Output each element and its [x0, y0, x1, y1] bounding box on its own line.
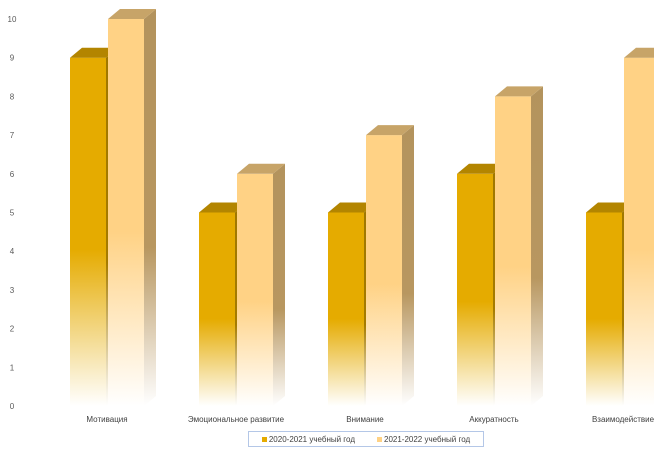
legend-label-series-2: 2021-2022 учебный год [384, 434, 471, 444]
bar-front [366, 135, 402, 406]
bar-side [273, 163, 285, 406]
y-tick-label: 9 [10, 54, 15, 63]
bar-top [624, 47, 654, 58]
bar-top [237, 163, 285, 174]
bar-top [199, 202, 247, 213]
legend-item-series-2: 2021-2022 учебный год [377, 435, 470, 444]
bar [237, 163, 285, 406]
y-tick-label: 8 [10, 92, 15, 101]
bar-front [457, 173, 493, 406]
legend-swatch-series-2 [377, 436, 382, 442]
bar-top [586, 202, 634, 213]
bar-front [237, 173, 273, 406]
bar-front [328, 212, 364, 406]
x-tick-label: Эмоциональное развитие [188, 415, 285, 424]
bar-front [624, 57, 654, 406]
y-tick-label: 3 [10, 286, 15, 295]
bar-side [402, 125, 414, 406]
y-tick-label: 6 [10, 170, 15, 179]
x-tick-label: Мотивация [86, 415, 127, 424]
bar-top [108, 9, 156, 19]
bar [366, 125, 414, 406]
bar-front [495, 96, 531, 407]
bar-side [531, 86, 543, 407]
bar-top [457, 163, 505, 174]
x-axis: Мотивация Эмоциональное развитие Внимание А… [86, 415, 654, 424]
y-tick-label: 4 [10, 247, 15, 256]
bar [495, 86, 543, 407]
bar-side [144, 9, 156, 406]
bars [70, 9, 654, 407]
bar-front [70, 57, 106, 406]
y-tick-label: 10 [8, 15, 17, 24]
y-tick-label: 5 [10, 209, 15, 218]
x-tick-label: Аккуратность [469, 415, 518, 424]
bar [108, 9, 156, 406]
y-tick-label: 2 [10, 325, 15, 334]
legend: 2020-2021 учебный год 2021-2022 учебный … [248, 431, 484, 447]
legend-label-series-1: 2020-2021 учебный год [268, 434, 355, 444]
bar-top [70, 47, 118, 58]
bar-front [108, 19, 144, 406]
bar-top [495, 86, 543, 97]
y-tick-label: 7 [10, 131, 15, 140]
bar-top [328, 202, 376, 213]
legend-item-series-1: 2020-2021 учебный год [261, 434, 355, 444]
bar-front [586, 212, 622, 406]
bar [624, 47, 654, 406]
y-tick-label: 0 [10, 402, 15, 411]
x-tick-label: Внимание [346, 415, 384, 424]
bar-front [199, 212, 235, 406]
y-tick-label: 1 [10, 363, 15, 372]
x-tick-label: Взаимодействие [592, 415, 654, 424]
bar-top [366, 125, 414, 136]
legend-swatch-series-1 [261, 436, 267, 442]
y-axis: 0 1 2 3 4 5 6 7 8 9 10 [8, 15, 17, 411]
